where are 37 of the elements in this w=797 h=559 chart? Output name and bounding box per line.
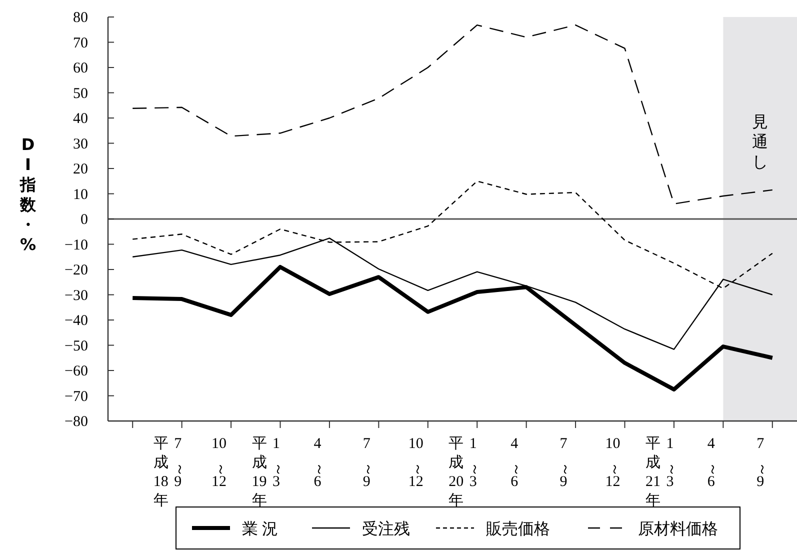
y-tick-label: 0 xyxy=(80,212,88,228)
y-tick-label: −60 xyxy=(64,364,88,380)
category-label: 平成20年1～3 xyxy=(448,436,483,509)
legend-label: 販売価格 xyxy=(486,520,550,538)
legend-label: 業 況 xyxy=(242,520,278,538)
line-series xyxy=(132,24,773,204)
annotation: 見通し xyxy=(752,112,768,171)
y-tick-label: 50 xyxy=(73,86,88,102)
y-tick-label: −30 xyxy=(64,288,88,304)
y-axis-title: DI指数・% xyxy=(19,135,37,254)
legend-label: 受注残 xyxy=(362,520,410,538)
y-tick-label: −50 xyxy=(64,338,88,354)
y-tick-label: −80 xyxy=(64,414,88,430)
x-tick-label: 7～9 xyxy=(557,436,574,490)
y-tick-label: 30 xyxy=(73,136,88,152)
category-label: 平成19年1～3 xyxy=(252,436,286,509)
y-tick-label: −70 xyxy=(64,388,88,405)
x-tick-label: 10～12 xyxy=(408,436,426,490)
y-tick-label: −20 xyxy=(64,262,88,278)
legend-label: 原材料価格 xyxy=(638,520,718,538)
x-tick-label: 7～9 xyxy=(754,436,770,490)
y-tick-label: −10 xyxy=(64,237,88,254)
y-tick-label: 70 xyxy=(73,35,88,52)
y-tick-label: 40 xyxy=(73,111,88,127)
category-label: 平成21年1～3 xyxy=(645,436,680,509)
x-tick-label: 7～9 xyxy=(360,436,376,490)
y-tick-label: 20 xyxy=(73,162,88,178)
y-tick-label: −40 xyxy=(64,313,88,329)
x-tick-label: 4～6 xyxy=(704,436,721,490)
y-tick-label: 80 xyxy=(73,10,88,26)
category-label: 平成18年7～9 xyxy=(153,436,188,509)
x-tick-label: 4～6 xyxy=(508,436,524,490)
x-tick-label: 10～12 xyxy=(605,436,622,490)
y-tick-label: 10 xyxy=(73,186,88,203)
x-tick-label: 4～6 xyxy=(310,436,327,490)
x-tick-label: 10～12 xyxy=(212,436,229,490)
y-tick-label: 60 xyxy=(73,60,88,76)
